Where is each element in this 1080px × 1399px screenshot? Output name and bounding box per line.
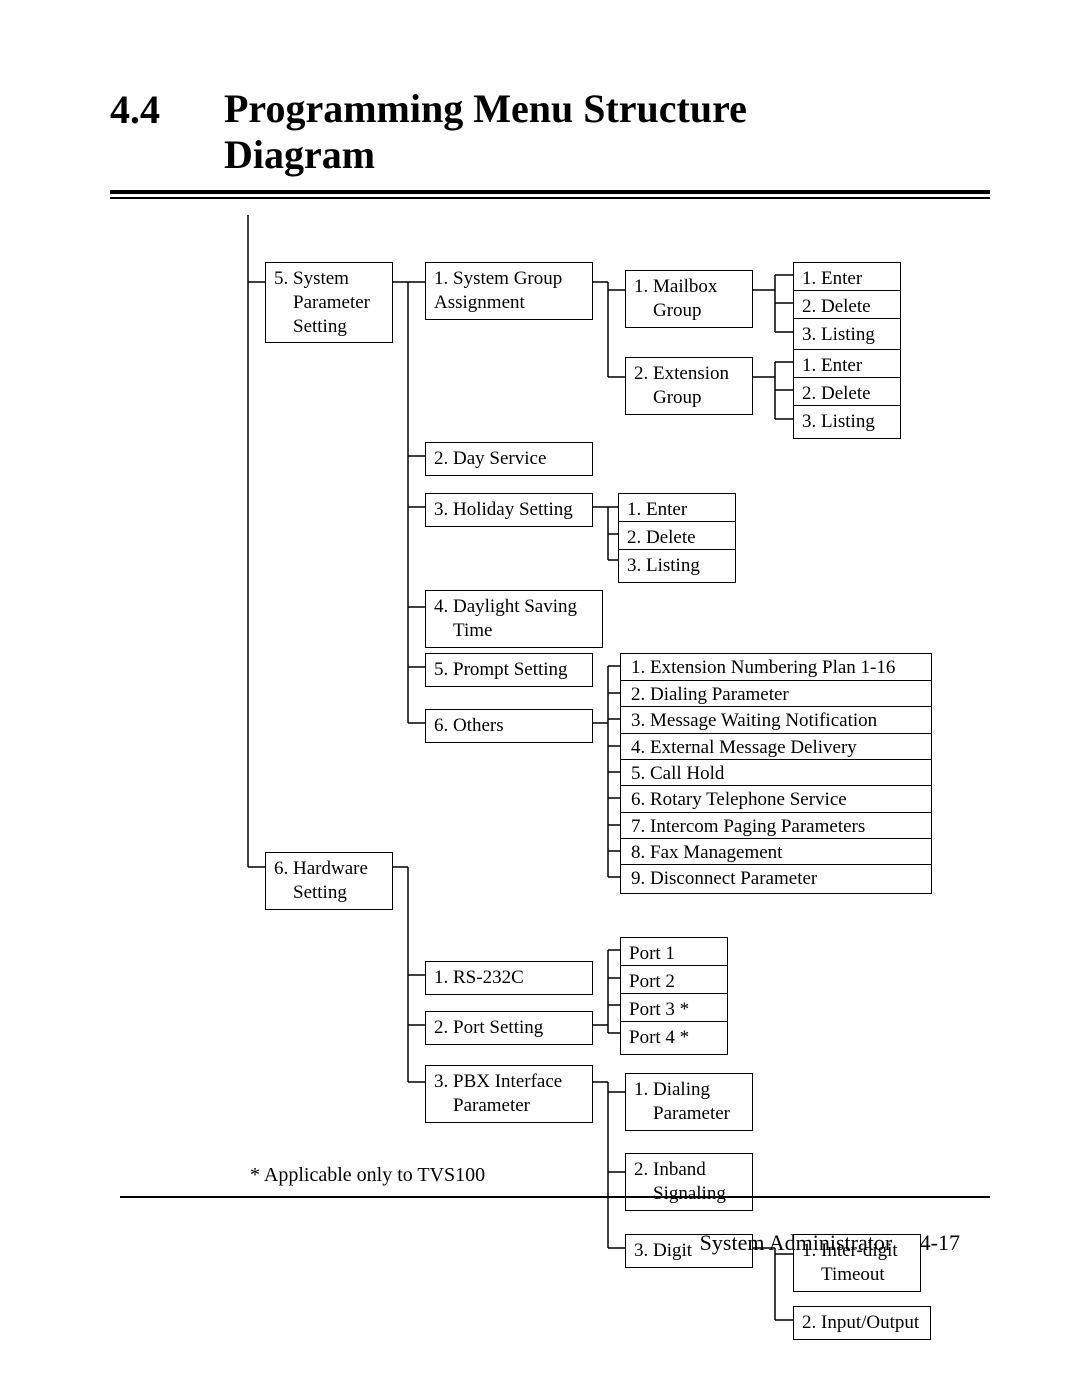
node-daylight-saving: 4. Daylight Saving Time: [425, 590, 603, 648]
section-title: Programming Menu Structure Diagram: [224, 86, 747, 178]
node-others-3: 3. Message Waiting Notification: [620, 706, 932, 735]
node-others-5: 5. Call Hold: [620, 759, 932, 788]
node-others-4: 4. External Message Delivery: [620, 733, 932, 762]
node-mb-listing: 3. Listing: [793, 318, 901, 352]
node-port-setting: 2. Port Setting: [425, 1011, 593, 1045]
footer-label: System Administrator: [700, 1230, 893, 1255]
node-port4: Port 4 *: [620, 1021, 728, 1055]
node-others-9: 9. Disconnect Parameter: [620, 864, 932, 894]
title-line2: Diagram: [224, 132, 375, 177]
section-number: 4.4: [110, 86, 160, 133]
node-ext-listing: 3. Listing: [793, 405, 901, 439]
node-mailbox-group: 1. Mailbox Group: [625, 270, 753, 328]
node-hardware-setting: 6. Hardware Setting: [265, 852, 393, 910]
label: 1. System Group Assignment: [434, 267, 584, 315]
node-day-service: 2. Day Service: [425, 442, 593, 476]
node-pbx-interface: 3. PBX Interface Parameter: [425, 1065, 593, 1123]
node-others-1: 1. Extension Numbering Plan 1-16: [620, 653, 932, 682]
node-rs232c: 1. RS-232C: [425, 961, 593, 995]
footer: System Administrator 4-17: [700, 1230, 960, 1256]
node-holiday-listing: 3. Listing: [618, 549, 736, 583]
footnote: * Applicable only to TVS100: [250, 1164, 485, 1187]
node-system-parameter-setting: 5. System Parameter Setting: [265, 262, 393, 343]
node-others-7: 7. Intercom Paging Parameters: [620, 812, 932, 841]
footer-rule: [120, 1196, 990, 1198]
node-others-2: 2. Dialing Parameter: [620, 680, 932, 709]
node-others: 6. Others: [425, 709, 593, 743]
node-holiday-setting: 3. Holiday Setting: [425, 493, 593, 527]
node-others-6: 6. Rotary Telephone Service: [620, 785, 932, 814]
node-input-output: 2. Input/Output: [793, 1306, 931, 1340]
node-others-8: 8. Fax Management: [620, 838, 932, 867]
node-inband-signaling: 2. Inband Signaling: [625, 1153, 753, 1211]
node-extension-group: 2. Extension Group: [625, 357, 753, 415]
node-prompt-setting: 5. Prompt Setting: [425, 653, 593, 687]
node-dialing-parameter: 1. Dialing Parameter: [625, 1073, 753, 1131]
page: 4.4 Programming Menu Structure Diagram: [0, 0, 1080, 1399]
header-rule: [110, 190, 990, 199]
title-line1: Programming Menu Structure: [224, 86, 747, 131]
footer-page: 4-17: [920, 1230, 960, 1255]
node-system-group-assignment: 1. System Group Assignment: [425, 262, 593, 320]
header: 4.4 Programming Menu Structure Diagram: [110, 86, 990, 178]
